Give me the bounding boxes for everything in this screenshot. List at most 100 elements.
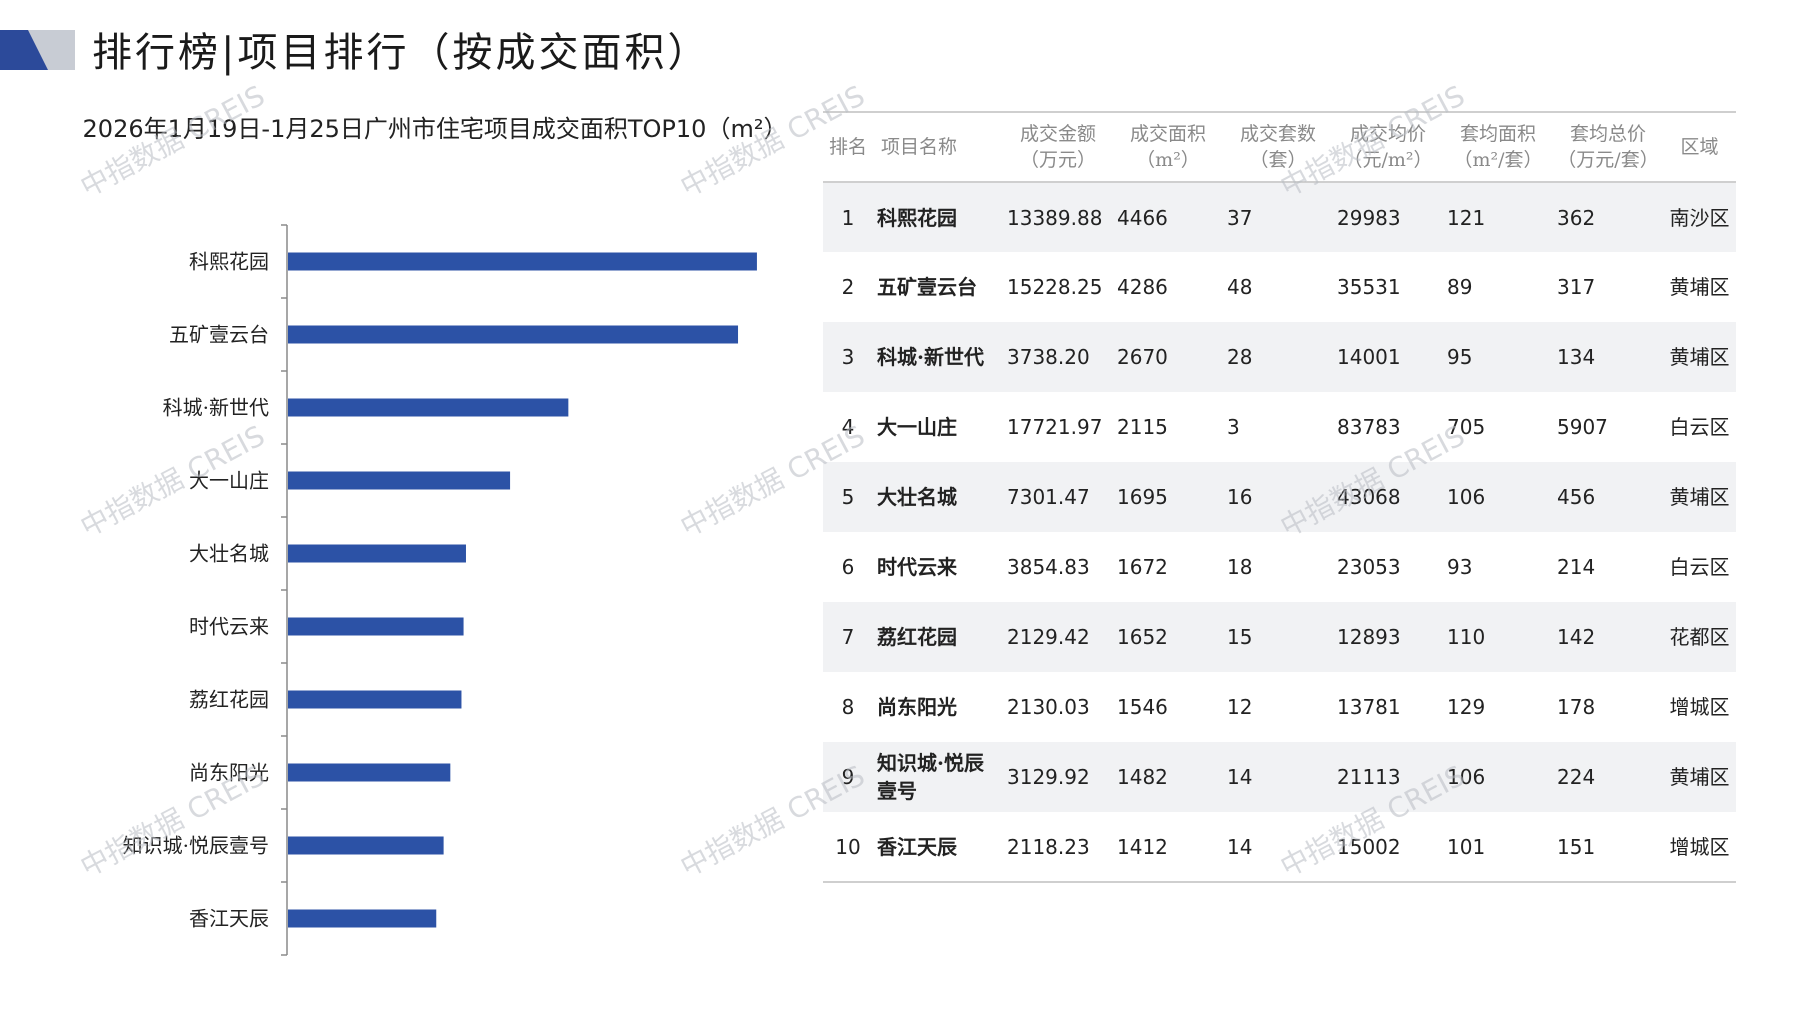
table-cell: 224: [1557, 765, 1596, 789]
table-cell: 93: [1447, 555, 1473, 579]
table-cell: 83783: [1337, 415, 1401, 439]
table-row: 8 尚东阳光 2130.03 1546 12 13781 129 178 增城区: [823, 672, 1736, 742]
table-cell: 3: [841, 345, 855, 369]
table-cell: 4: [841, 415, 855, 439]
table-cell: 43068: [1337, 485, 1401, 509]
table-cell: 4286: [1117, 275, 1168, 299]
category-label: 五矿壹云台: [169, 323, 269, 347]
header-line: 成交套数: [1239, 123, 1316, 145]
table-cell: 五矿壹云台: [877, 275, 977, 299]
table-cell: 3: [1227, 415, 1240, 439]
table-cell: 95: [1447, 345, 1473, 369]
table-cell: 18: [1227, 555, 1253, 579]
table-cell: 黄埔区: [1669, 345, 1730, 369]
table-header-cell: 成交金额 （万元）: [1003, 112, 1113, 182]
table-cell: 黄埔区: [1669, 765, 1730, 789]
table-cell: 时代云来: [877, 555, 957, 579]
header-line: 成交均价: [1349, 123, 1426, 145]
page-title: 排行榜|项目排行（按成交面积）: [92, 30, 711, 76]
bar: [288, 617, 464, 636]
table-cell: 科城·新世代: [877, 345, 984, 369]
table-cell: 17721.97: [1007, 415, 1103, 439]
table-cell: 黄埔区: [1669, 275, 1730, 299]
table-cell: 317: [1557, 275, 1596, 299]
category-label: 时代云来: [189, 615, 269, 639]
table-row: 5 大壮名城 7301.47 1695 16 43068 106 456 黄埔区: [823, 462, 1736, 532]
table-cell: 科熙花园: [877, 205, 957, 230]
category-label: 大壮名城: [189, 542, 269, 566]
header-unit: （元/m²）: [1343, 149, 1433, 171]
table-cell: 12893: [1337, 625, 1401, 649]
table-cell: 106: [1447, 765, 1486, 789]
header-unit: （万元/套）: [1557, 149, 1659, 171]
bar: [288, 471, 511, 490]
table-cell: 南沙区: [1669, 205, 1730, 230]
table-cell: 花都区: [1669, 625, 1730, 649]
table-header-cell: 成交套数 （套）: [1223, 112, 1333, 182]
table-cell: 大一山庄: [877, 415, 957, 439]
table-cell: 35531: [1337, 275, 1401, 299]
header-line: 排名: [828, 136, 867, 158]
table-cell: 5: [841, 485, 855, 509]
table-cell: 15002: [1337, 834, 1401, 859]
bar-chart: 科熙花园五矿壹云台科城·新世代大一山庄大壮名城时代云来荔红花园尚东阳光知识城·悦…: [123, 224, 757, 956]
category-label: 知识城·悦辰壹号: [123, 834, 269, 858]
table-row: 1 科熙花园 13389.88 4466 37 29983 121 362 南沙区: [823, 182, 1736, 252]
header-decoration: [0, 30, 75, 70]
table-cell: 2118.23: [1007, 834, 1090, 859]
table-cell: 5907: [1557, 415, 1608, 439]
table-header-row: 排名 项目名称 成交金额 （万元） 成交面积 （m²） 成交套数 （套） 成交均价 （元/m²） 套…: [823, 112, 1736, 182]
header-line: 套均总价: [1569, 123, 1646, 145]
table-cell: 214: [1557, 555, 1596, 579]
table-cell: 3738.20: [1007, 345, 1090, 369]
table-cell: 15: [1227, 625, 1253, 649]
table-cell: 白云区: [1669, 555, 1730, 579]
table-row: 7 荔红花园 2129.42 1652 15 12893 110 142 花都区: [823, 602, 1736, 672]
table-cell: 12: [1227, 695, 1253, 719]
bar: [288, 252, 757, 271]
header-line: 成交面积: [1129, 123, 1206, 145]
ranking-table-container: 排名 项目名称 成交金额 （万元） 成交面积 （m²） 成交套数 （套） 成交均价 （元/m²） 套…: [823, 111, 1736, 883]
table-cell: 456: [1557, 485, 1596, 509]
header-unit: （万元）: [1019, 149, 1096, 171]
category-label: 荔红花园: [189, 688, 269, 712]
header-line: 套均面积: [1459, 123, 1536, 145]
table-cell: 134: [1557, 345, 1596, 369]
table-cell: 1546: [1117, 695, 1168, 719]
table-cell: 香江天辰: [877, 834, 957, 859]
table-cell: 13389.88: [1007, 205, 1103, 230]
table-cell: 1482: [1117, 765, 1168, 789]
table-cell: 8: [841, 695, 855, 719]
table-cell: 178: [1557, 695, 1596, 719]
table-cell: 29983: [1337, 205, 1401, 230]
table-cell: 2130.03: [1007, 695, 1090, 719]
table-cell: 2: [841, 275, 855, 299]
table-cell: 6: [841, 555, 855, 579]
table-cell: 13781: [1337, 695, 1401, 719]
table-cell: 48: [1227, 275, 1253, 299]
table-cell: 129: [1447, 695, 1486, 719]
table-header-cell: 区域: [1663, 112, 1736, 182]
table-cell: 15228.25: [1007, 275, 1103, 299]
header-line: 项目名称: [881, 136, 958, 158]
table-row: 3 科城·新世代 3738.20 2670 28 14001 95 134 黄埔区: [823, 322, 1736, 392]
table-cell: 121: [1447, 205, 1486, 230]
table-cell: 增城区: [1669, 695, 1730, 719]
table-cell: 106: [1447, 485, 1486, 509]
ranking-table: 排名 项目名称 成交金额 （万元） 成交面积 （m²） 成交套数 （套） 成交均价 （元/m²） 套…: [823, 111, 1736, 883]
table-cell: 14: [1227, 765, 1253, 789]
bar: [288, 325, 739, 344]
table-cell: 89: [1447, 275, 1473, 299]
table-cell: 110: [1447, 625, 1486, 649]
table-header-cell: 成交面积 （m²）: [1113, 112, 1223, 182]
table-cell: 21113: [1337, 765, 1401, 789]
table-cell: 3854.83: [1007, 555, 1090, 579]
table-cell: 3129.92: [1007, 765, 1090, 789]
bar: [288, 398, 569, 417]
table-cell: 增城区: [1669, 834, 1730, 859]
table-cell: 2670: [1117, 345, 1168, 369]
table-cell: 荔红花园: [877, 625, 957, 649]
table-cell: 9: [841, 765, 855, 789]
bar: [288, 763, 451, 782]
table-row: 6 时代云来 3854.83 1672 18 23053 93 214 白云区: [823, 532, 1736, 602]
